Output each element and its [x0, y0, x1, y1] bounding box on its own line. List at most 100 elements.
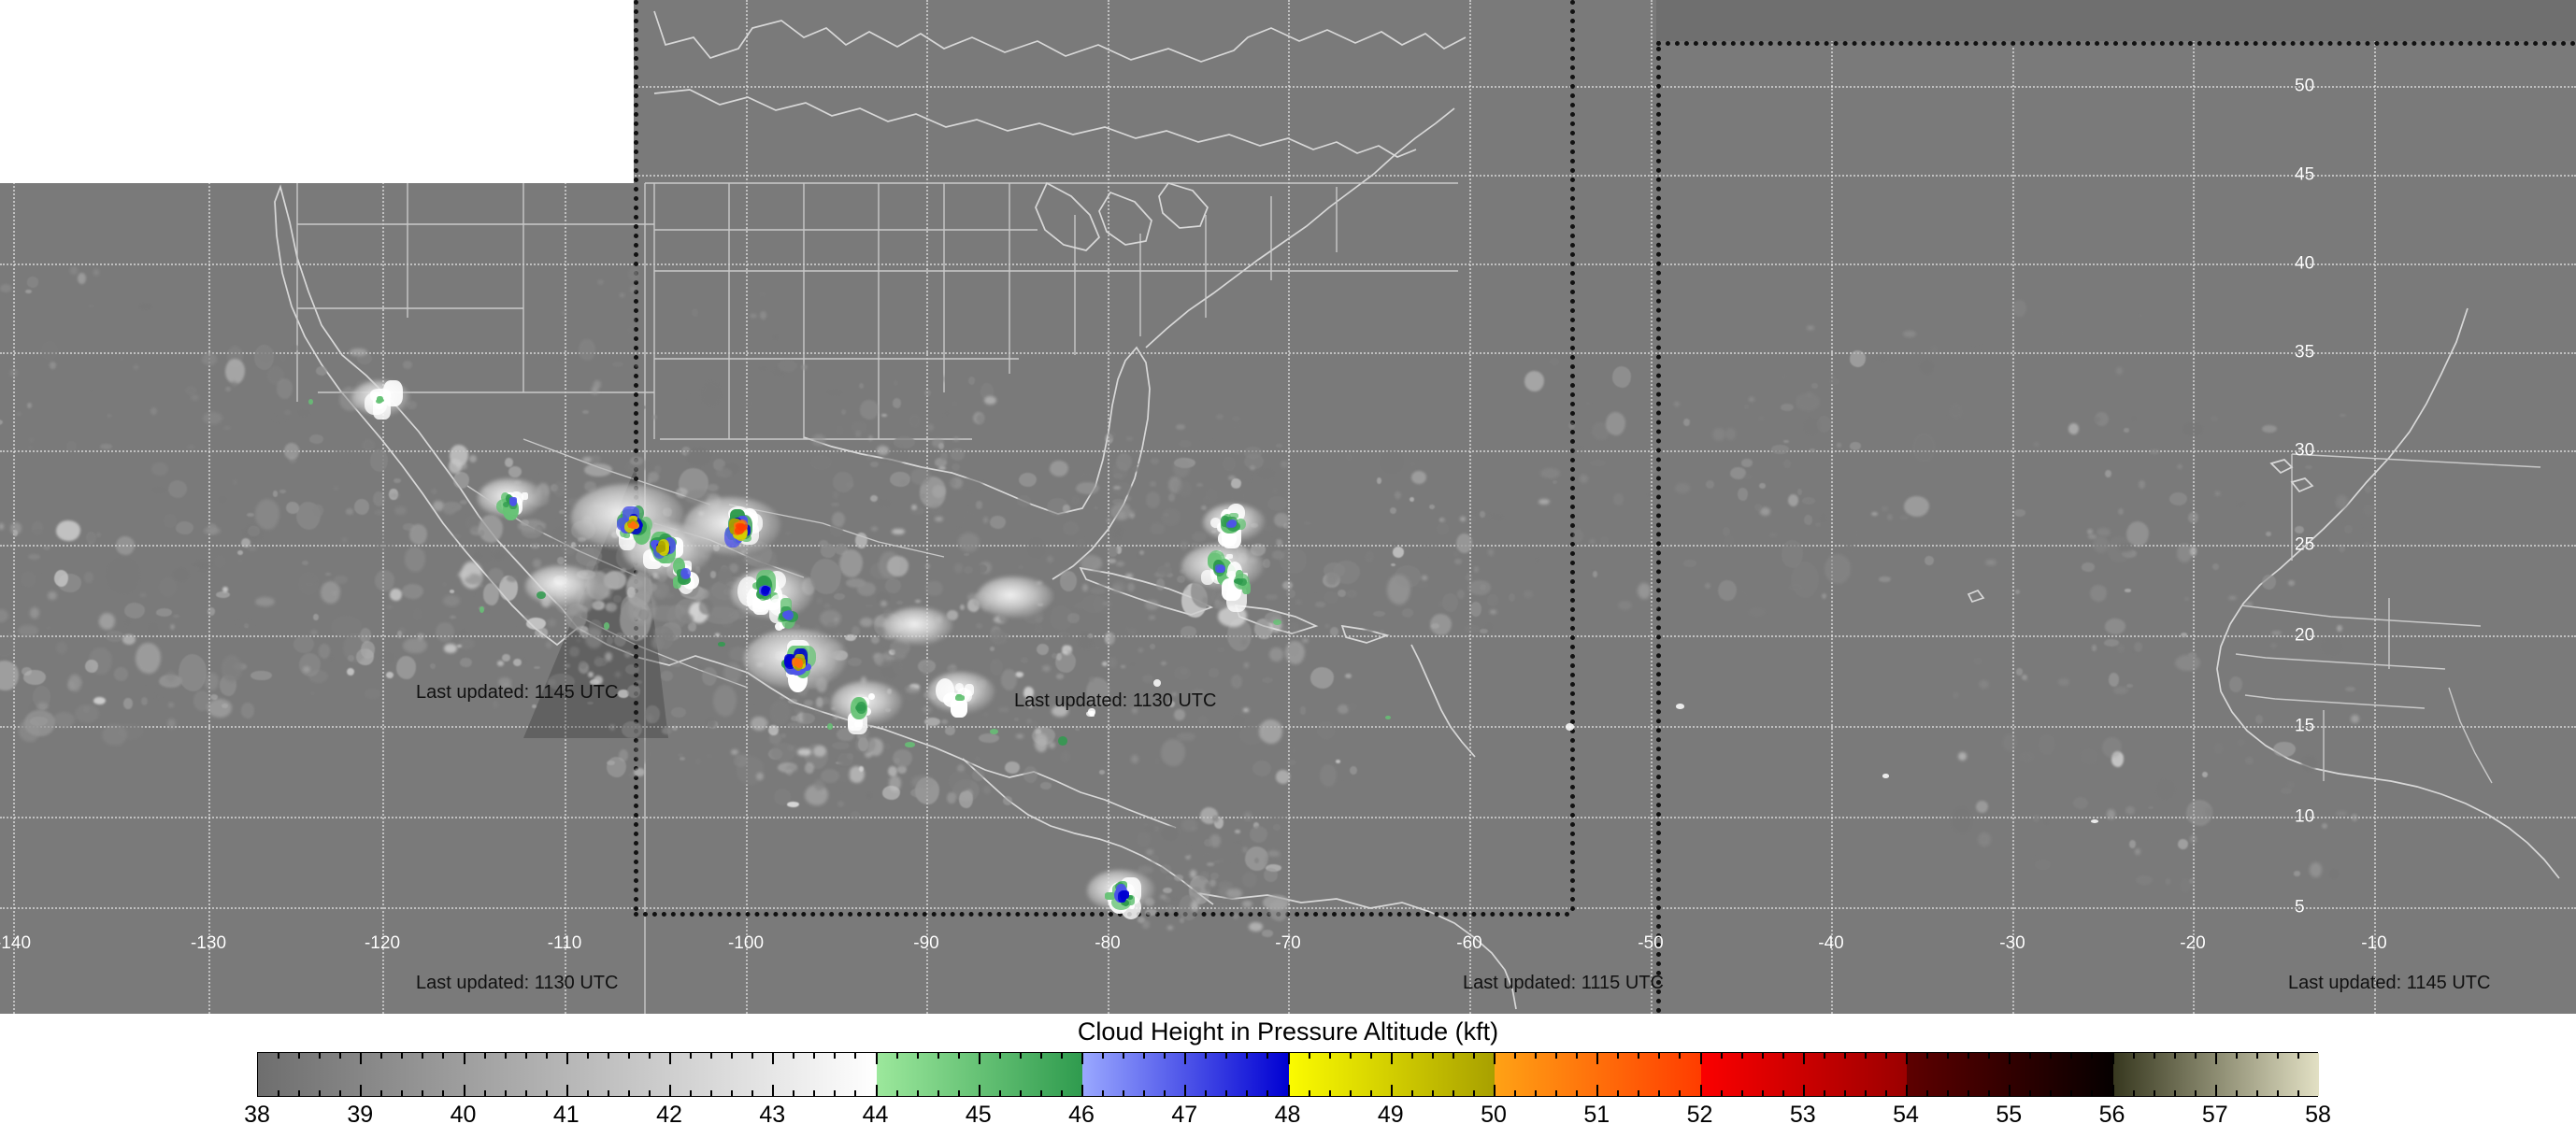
sector-boundary-mid: [1570, 0, 1575, 912]
colorbar-tick: [1638, 1090, 1640, 1097]
echo-pixel: [954, 683, 965, 692]
cloud-patch: [1175, 424, 1185, 431]
cloud-patch: [1216, 858, 1224, 864]
cloud-patch: [932, 437, 944, 448]
cloud-patch: [290, 345, 300, 352]
cloud-patch: [2180, 878, 2192, 893]
cloud-patch: [498, 576, 519, 602]
colorbar-tick: [2050, 1090, 2053, 1097]
cloud-patch: [1606, 411, 1626, 435]
cloud-patch: [1138, 917, 1146, 923]
colorbar-tick: [1349, 1052, 1352, 1059]
cloud-patch: [841, 408, 847, 416]
cloud-patch: [1212, 816, 1219, 823]
cloud-patch: [156, 607, 173, 617]
cloud-patch: [467, 669, 477, 676]
colorbar-tick: [1390, 1052, 1393, 1064]
cloud-patch: [750, 716, 767, 732]
cloud-patch: [613, 632, 626, 647]
colorbar-tick: [1102, 1052, 1105, 1059]
cloud-patch: [634, 738, 654, 763]
satellite-map[interactable]: -140 -130 -120 -110 -100 -90 -80 -70 -60 -50 -40 -3…: [0, 0, 2576, 1014]
colorbar-tick: [731, 1052, 734, 1059]
cloud-patch: [1170, 689, 1177, 696]
cloud-patch: [947, 664, 957, 672]
cloud-patch: [1112, 486, 1121, 490]
colorbar-panel: Cloud Height in Pressure Altitude (kft) …: [0, 1014, 2576, 1124]
cloud-patch: [158, 674, 182, 689]
cloud-patch: [826, 690, 835, 699]
cloud-patch: [0, 608, 9, 622]
cloud-patch: [279, 354, 286, 362]
last-updated-atlantic-w: Last updated: 1115 UTC: [1463, 973, 1664, 993]
cloud-patch: [653, 589, 663, 595]
cloud-patch: [597, 742, 611, 751]
cloud-patch: [56, 520, 80, 542]
cloud-patch: [1264, 867, 1278, 882]
cloud-patch: [1243, 811, 1252, 820]
colorbar-tick: [1617, 1090, 1620, 1097]
cloud-patch: [10, 522, 22, 534]
cloud-patch: [958, 790, 973, 809]
cloud-patch: [888, 766, 897, 776]
colorbar-tick: [2194, 1090, 2197, 1097]
cloud-patch: [923, 705, 933, 713]
cloud-patch: [628, 267, 640, 281]
cloud-patch: [1142, 823, 1148, 826]
cloud-patch: [1232, 716, 1245, 726]
cloud-patch: [255, 596, 276, 606]
cloud-patch: [1169, 896, 1179, 902]
echo-pixel: [867, 693, 875, 701]
cloud-patch: [1126, 436, 1134, 441]
cloud-patch: [429, 663, 436, 670]
cloud-patch: [1151, 854, 1159, 864]
cloud-patch: [1473, 508, 1479, 516]
cloud-patch: [908, 413, 921, 428]
cloud-patch: [661, 657, 667, 663]
cloud-patch: [882, 785, 900, 800]
cloud-patch: [703, 754, 711, 763]
cloud-patch: [804, 700, 814, 707]
colorbar-label-58: 58: [2305, 1102, 2331, 1124]
cloud-patch: [2344, 687, 2356, 692]
cloud-patch: [539, 628, 549, 638]
cloud-patch: [947, 792, 956, 804]
colorbar-tick: [504, 1090, 507, 1097]
cloud-patch: [1281, 618, 1286, 624]
colorbar-tick: [2111, 1052, 2114, 1064]
cloud-patch: [53, 711, 76, 729]
colorbar-tick: [1328, 1052, 1331, 1059]
echo-pixel: [502, 501, 510, 508]
colorbar-tick: [1782, 1090, 1784, 1097]
colorbar-label-42: 42: [656, 1102, 682, 1124]
cloud-patch: [2286, 780, 2296, 789]
cloud-patch: [1436, 523, 1450, 534]
cloud-patch: [2117, 507, 2125, 516]
cloud-patch: [2175, 654, 2200, 672]
cloud-patch: [2350, 715, 2359, 724]
cloud-patch: [705, 753, 712, 759]
cloud-patch: [87, 542, 93, 548]
cloud-patch: [386, 672, 394, 679]
cloud-patch: [810, 558, 841, 595]
colorbar-tick: [895, 1090, 898, 1097]
cloud-patch: [870, 635, 880, 644]
cloud-patch: [772, 366, 785, 377]
cloud-patch: [713, 459, 725, 471]
colorbar-title: Cloud Height in Pressure Altitude (kft): [1077, 1017, 1499, 1046]
colorbar-tick: [2214, 1085, 2217, 1097]
cloud-patch: [2131, 646, 2142, 655]
cloud-patch: [2180, 632, 2187, 638]
cloud-patch: [565, 604, 587, 630]
colorbar-tick: [1019, 1090, 1022, 1097]
cloud-patch: [1271, 550, 1284, 561]
cloud-patch: [964, 565, 974, 574]
cloud-patch: [120, 357, 125, 362]
colorbar-tick: [895, 1052, 898, 1059]
cloud-patch: [192, 472, 201, 485]
cloud-patch: [12, 529, 19, 537]
cloud-patch: [444, 643, 457, 653]
cloud-patch: [1142, 920, 1150, 930]
cloud-patch: [1209, 668, 1219, 677]
cloud-patch: [1178, 480, 1193, 498]
